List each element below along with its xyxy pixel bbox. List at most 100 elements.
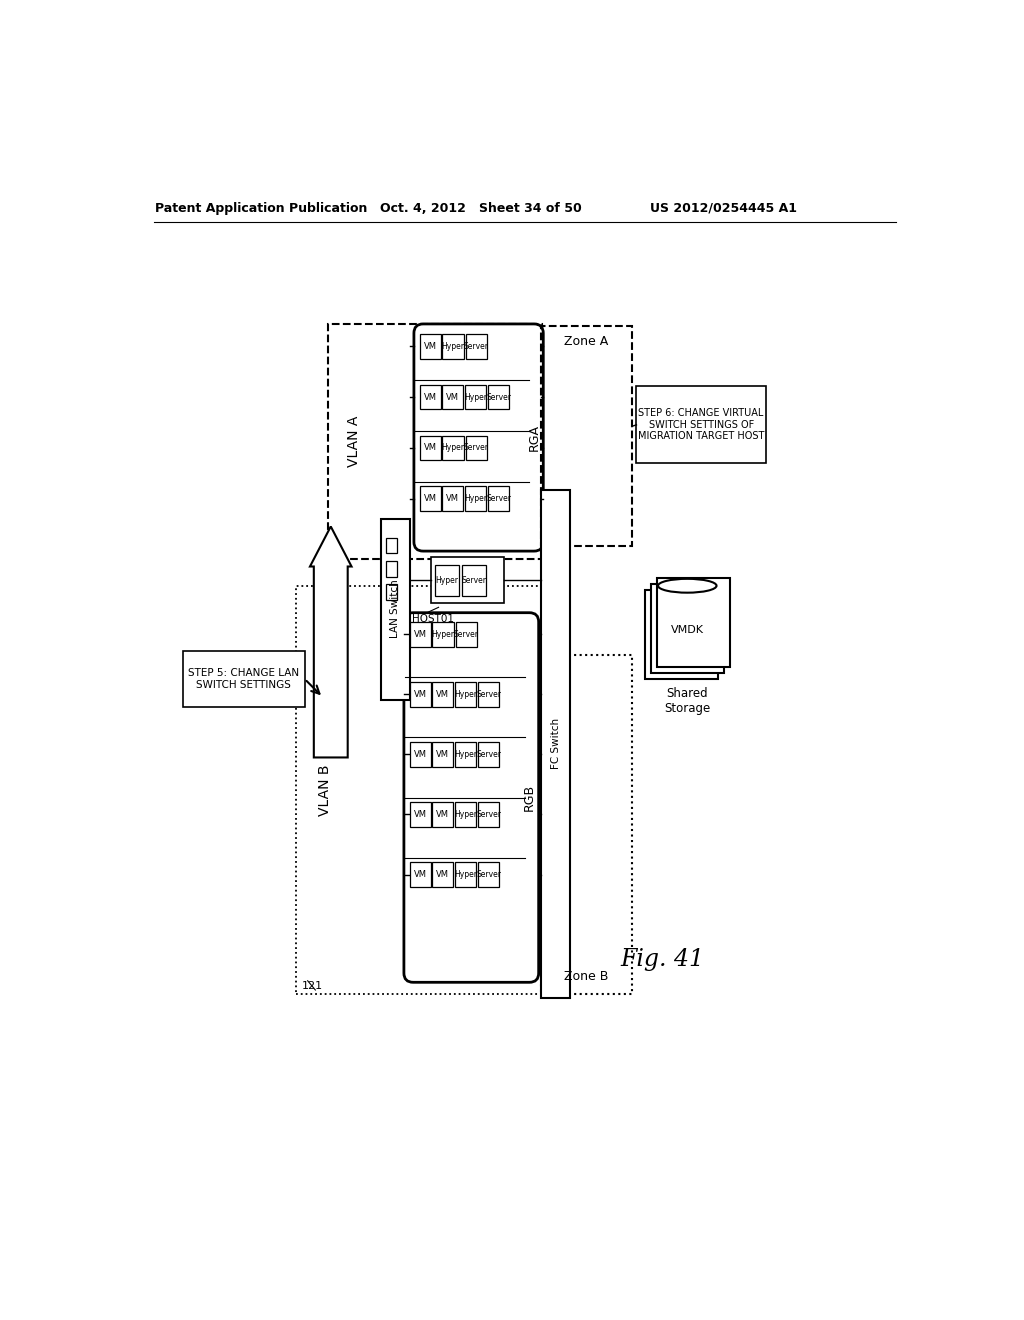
Text: RGA: RGA [527,424,541,450]
Text: Zone B: Zone B [564,970,608,983]
Text: VM: VM [436,870,449,879]
Text: VM: VM [414,870,427,879]
Bar [432,682,454,706]
Text: Server: Server [486,494,511,503]
Bar [432,742,454,767]
Bar [541,490,570,998]
Bar [487,385,509,409]
Bar [435,565,459,595]
Bar [296,586,543,994]
Bar [637,387,766,463]
Bar [541,655,632,994]
Bar [478,742,500,767]
Bar [442,436,464,461]
Bar [455,682,476,706]
Bar [657,578,730,667]
Text: VM: VM [436,810,449,818]
Text: STEP 6: CHANGE VIRTUAL
SWITCH SETTINGS OF
MIGRATION TARGET HOST: STEP 6: CHANGE VIRTUAL SWITCH SETTINGS O… [638,408,764,441]
Text: VLAN A: VLAN A [347,416,360,467]
Text: Hyper: Hyper [441,342,465,351]
Bar [386,585,397,599]
Bar [410,742,431,767]
Text: RGB: RGB [523,784,536,810]
Bar [420,436,441,461]
Bar [431,557,504,603]
Text: VM: VM [414,690,427,698]
Bar [478,862,500,887]
Bar [456,622,477,647]
Bar [432,803,454,826]
Bar [410,622,431,647]
Text: Hyper: Hyper [435,576,459,585]
Bar [466,334,487,359]
Bar [381,519,410,700]
Text: VM: VM [414,750,427,759]
Bar [410,682,431,706]
Text: VLAN B: VLAN B [317,764,332,816]
Text: Hyper: Hyper [454,870,477,879]
Bar [465,385,486,409]
Text: VM: VM [445,392,459,401]
Text: VM: VM [424,444,436,453]
Bar [466,436,487,461]
Text: Server: Server [462,576,486,585]
Text: Hyper: Hyper [464,392,487,401]
Bar [487,487,509,511]
Text: Server: Server [476,810,501,818]
Text: FC Switch: FC Switch [551,718,560,770]
Bar [651,585,724,673]
Text: Server: Server [476,690,501,698]
Text: VM: VM [424,342,436,351]
Text: LAN Switch: LAN Switch [390,579,400,639]
Bar [455,862,476,887]
Ellipse shape [658,578,717,593]
Text: Hyper: Hyper [454,810,477,818]
FancyBboxPatch shape [414,323,544,552]
Bar [386,539,397,553]
Bar [465,487,486,511]
FancyBboxPatch shape [403,612,539,982]
Bar [410,862,431,887]
Bar [432,622,454,647]
Bar [420,487,441,511]
Text: Hyper: Hyper [454,690,477,698]
Text: VM: VM [436,750,449,759]
Text: Shared
Storage: Shared Storage [665,688,711,715]
Text: VM: VM [424,392,436,401]
Text: Hyper: Hyper [441,444,465,453]
Text: VM: VM [436,690,449,698]
Bar [478,682,500,706]
Polygon shape [310,527,351,758]
Text: VM: VM [445,494,459,503]
Text: VM: VM [414,630,427,639]
Text: Server: Server [464,444,488,453]
Text: Server: Server [476,870,501,879]
Bar [462,565,486,595]
Bar [645,590,718,678]
Bar [442,487,463,511]
Bar [442,334,464,359]
Bar [455,742,476,767]
Text: Hyper: Hyper [464,494,487,503]
Text: Patent Application Publication: Patent Application Publication [156,202,368,215]
Text: US 2012/0254445 A1: US 2012/0254445 A1 [650,202,797,215]
Text: Hyper: Hyper [454,750,477,759]
Bar [420,334,441,359]
Text: VMDK: VMDK [671,624,703,635]
Text: Server: Server [464,342,488,351]
Text: Fig. 41: Fig. 41 [620,948,703,970]
Text: VM: VM [424,494,436,503]
Text: Oct. 4, 2012   Sheet 34 of 50: Oct. 4, 2012 Sheet 34 of 50 [380,202,582,215]
Bar [442,385,463,409]
Text: Zone A: Zone A [564,335,608,348]
Bar [410,803,431,826]
Bar [478,803,500,826]
Bar [541,326,632,545]
Bar [386,561,397,577]
Text: Server: Server [454,630,479,639]
Bar [432,862,454,887]
Text: Server: Server [486,392,511,401]
Bar [420,385,441,409]
Bar [455,803,476,826]
Text: VM: VM [414,810,427,818]
